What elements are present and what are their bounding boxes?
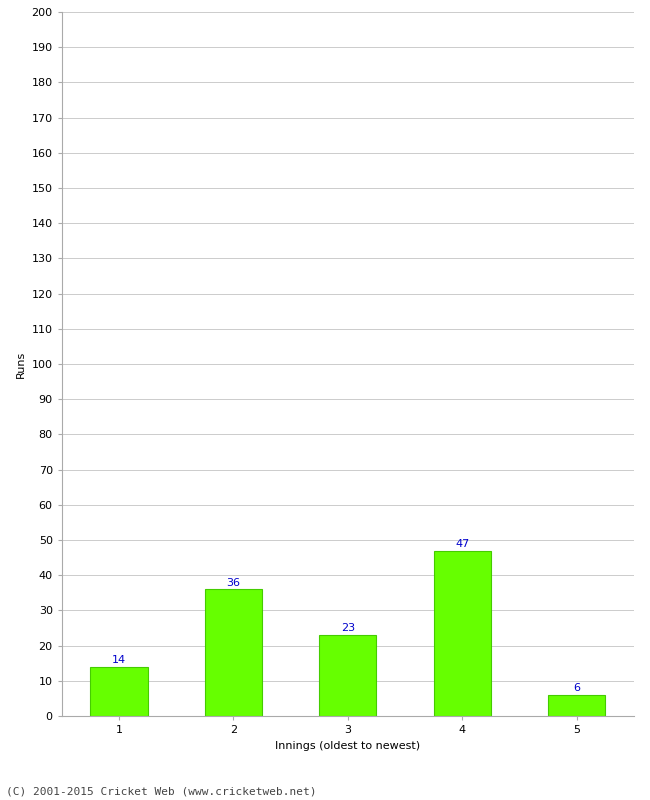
Bar <box>205 590 262 716</box>
X-axis label: Innings (oldest to newest): Innings (oldest to newest) <box>275 741 421 750</box>
Bar <box>548 695 605 716</box>
Text: 36: 36 <box>226 578 240 587</box>
Bar <box>90 666 148 716</box>
Text: (C) 2001-2015 Cricket Web (www.cricketweb.net): (C) 2001-2015 Cricket Web (www.cricketwe… <box>6 786 317 796</box>
Text: 23: 23 <box>341 623 355 634</box>
Text: 14: 14 <box>112 655 126 665</box>
Bar <box>434 550 491 716</box>
Y-axis label: Runs: Runs <box>16 350 26 378</box>
Text: 6: 6 <box>573 683 580 693</box>
Bar <box>319 635 376 716</box>
Text: 47: 47 <box>455 539 469 549</box>
